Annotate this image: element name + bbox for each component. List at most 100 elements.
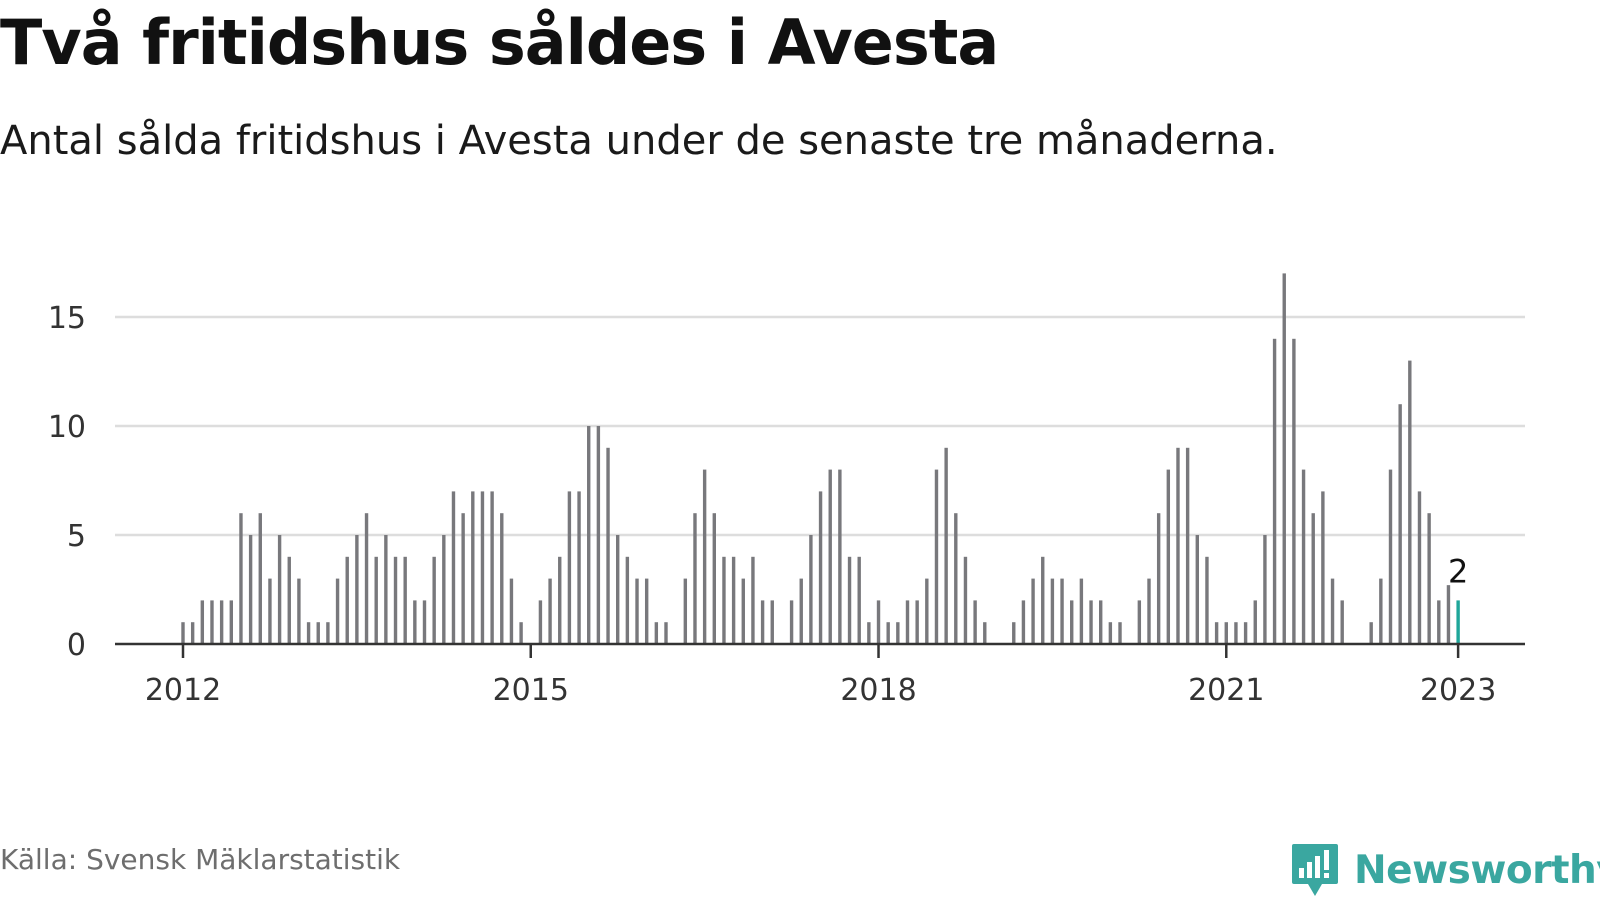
bar: [1060, 578, 1064, 644]
bar: [1205, 556, 1209, 644]
bar: [702, 469, 707, 644]
bar: [1012, 622, 1016, 644]
bar: [190, 622, 195, 644]
bars: [181, 273, 1460, 644]
x-tick-label: 2015: [493, 673, 569, 708]
bar: [683, 578, 688, 644]
chart-title: Två fritidshus såldes i Avesta: [0, 6, 999, 79]
bar: [287, 556, 291, 644]
bar: [422, 600, 427, 644]
chart-subtitle: Antal sålda fritidshus i Avesta under de…: [0, 118, 1278, 164]
bar: [538, 600, 543, 644]
bar: [1185, 447, 1190, 644]
bar: [1437, 600, 1441, 644]
bar: [867, 622, 871, 644]
bar: [722, 556, 726, 644]
bar: [1108, 622, 1113, 644]
x-tick-label: 2012: [145, 673, 221, 708]
bar: [442, 535, 446, 644]
bar: [1282, 273, 1286, 644]
x-axis-tick-labels: 2012 2015 2018 2021 2023: [145, 673, 1496, 708]
bar: [451, 491, 456, 644]
annotations: 2: [1448, 552, 1468, 590]
bar: [248, 535, 253, 644]
bar: [1388, 469, 1393, 644]
bar: [268, 578, 272, 644]
bar: [1408, 360, 1412, 644]
x-tick-label: 2018: [840, 673, 916, 708]
bar: [1417, 491, 1422, 644]
bar: [847, 556, 852, 644]
bar: [693, 513, 697, 644]
bar: [364, 513, 369, 644]
bar: [239, 513, 243, 644]
y-tick-label: 15: [48, 301, 86, 336]
bar: [355, 535, 359, 644]
bar: [616, 535, 620, 644]
bar: [1340, 600, 1344, 644]
bar: [896, 622, 900, 644]
bar: [1446, 585, 1451, 644]
bar: [1176, 447, 1180, 644]
bar: [403, 556, 407, 644]
bar: [1253, 600, 1257, 644]
bar: [509, 578, 514, 644]
y-tick-label: 5: [67, 519, 86, 554]
bar: [558, 556, 562, 644]
bar: [644, 578, 649, 644]
source-note: Källa: Svensk Mäklarstatistik: [0, 843, 401, 876]
bar: [461, 513, 465, 644]
bar: [1195, 535, 1199, 644]
bar: [596, 426, 601, 644]
bar: [345, 556, 349, 644]
bar: [200, 600, 205, 644]
bar: [654, 622, 659, 644]
bar: [606, 447, 610, 644]
bar: [915, 600, 919, 644]
bar: [1099, 600, 1103, 644]
bar: [770, 600, 774, 644]
bar: [789, 600, 794, 644]
bar: [577, 491, 581, 644]
bar-chart: 0 5 10 15 2012 2015 2018 2021 2023 2: [48, 273, 1525, 708]
bar: [480, 491, 485, 644]
bar: [1369, 622, 1373, 644]
bar: [432, 556, 436, 644]
bar: [1021, 600, 1026, 644]
y-tick-label: 0: [67, 628, 86, 663]
bar: [1311, 513, 1315, 644]
bar: [548, 578, 552, 644]
bar: [828, 469, 832, 644]
bar: [799, 578, 803, 644]
bar: [1214, 622, 1219, 644]
bar: [1224, 622, 1228, 644]
bar: [413, 600, 417, 644]
bar: [1089, 600, 1093, 644]
bar: [760, 600, 765, 644]
bar: [1031, 578, 1035, 644]
bar: [983, 622, 987, 644]
bar: [741, 578, 745, 644]
bar: [1070, 600, 1074, 644]
bar: [1330, 578, 1335, 644]
bar: [751, 556, 755, 644]
bar: [1398, 404, 1402, 644]
y-axis-tick-labels: 0 5 10 15: [48, 301, 86, 663]
bar: [335, 578, 340, 644]
bar: [306, 622, 311, 644]
y-tick-label: 10: [48, 410, 86, 445]
bar: [1234, 622, 1238, 644]
bar: [1263, 535, 1267, 644]
bar: [818, 491, 823, 644]
bar: [1166, 469, 1171, 644]
x-axis: [115, 642, 1525, 658]
bar: [1147, 578, 1151, 644]
bar: [326, 622, 330, 644]
bar: [664, 622, 668, 644]
bar: [277, 535, 282, 644]
bar: [944, 447, 948, 644]
bar: [210, 600, 214, 644]
bar: [973, 600, 977, 644]
bar: [809, 535, 813, 644]
bar: [490, 491, 494, 644]
